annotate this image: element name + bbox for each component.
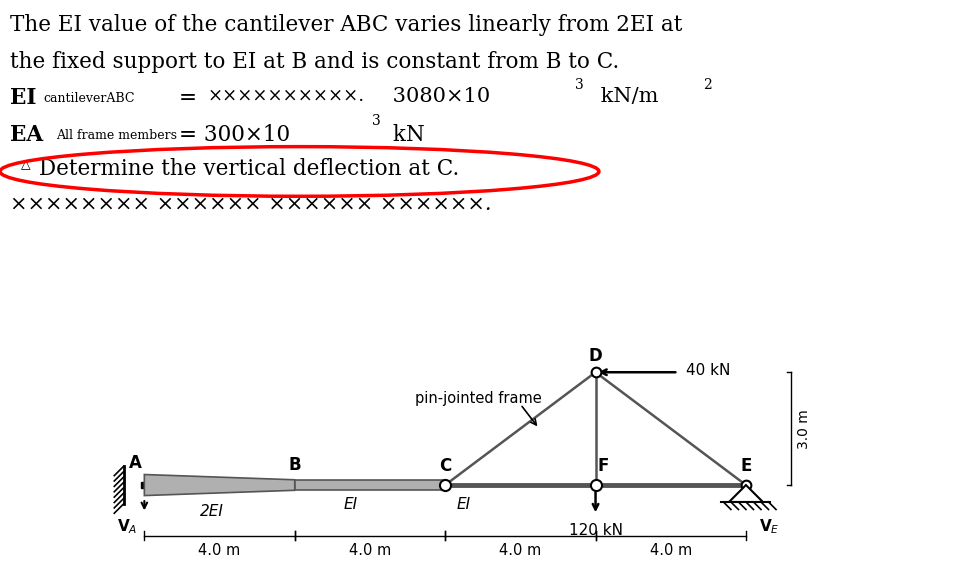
Text: kN: kN xyxy=(386,124,425,146)
Text: 3: 3 xyxy=(575,78,583,92)
Text: 4.0 m: 4.0 m xyxy=(499,543,542,558)
Text: V$_E$: V$_E$ xyxy=(759,517,780,536)
Text: 4.0 m: 4.0 m xyxy=(649,543,692,558)
Text: 2EI: 2EI xyxy=(200,504,224,519)
Text: A: A xyxy=(128,454,141,472)
Text: pin-jointed frame: pin-jointed frame xyxy=(415,391,542,406)
Text: 4.0 m: 4.0 m xyxy=(349,543,391,558)
Text: 3.0 m: 3.0 m xyxy=(797,409,810,448)
Text: B: B xyxy=(289,456,301,474)
Text: ××××××××××.: ××××××××××. xyxy=(208,87,365,105)
Text: 2: 2 xyxy=(703,78,712,92)
Text: 40 kN: 40 kN xyxy=(686,363,730,378)
Polygon shape xyxy=(144,474,295,496)
Text: V$_A$: V$_A$ xyxy=(117,517,138,536)
Text: 3080×10: 3080×10 xyxy=(386,87,491,107)
Text: △: △ xyxy=(21,158,31,171)
Text: 120 kN: 120 kN xyxy=(569,523,622,537)
Text: C: C xyxy=(439,456,451,474)
Polygon shape xyxy=(729,485,763,502)
Text: = 300×10: = 300×10 xyxy=(179,124,290,146)
Text: ×××××××× ×××××× ×××××× ××××××.: ×××××××× ×××××× ×××××× ××××××. xyxy=(10,195,491,214)
Text: EA: EA xyxy=(10,124,43,146)
Text: cantileverABC: cantileverABC xyxy=(43,92,135,105)
Text: All frame members: All frame members xyxy=(56,129,177,142)
Text: Determine the vertical deflection at C.: Determine the vertical deflection at C. xyxy=(39,158,459,180)
Text: The EI value of the cantilever ABC varies linearly from 2EI at: The EI value of the cantilever ABC varie… xyxy=(10,14,682,36)
Text: EI: EI xyxy=(344,497,358,512)
Text: F: F xyxy=(597,456,609,474)
Text: EI: EI xyxy=(457,497,471,512)
Polygon shape xyxy=(295,480,445,490)
Text: D: D xyxy=(588,347,603,365)
Text: EI: EI xyxy=(10,87,36,109)
Text: E: E xyxy=(740,456,752,474)
Text: =: = xyxy=(179,87,204,109)
Text: kN/m: kN/m xyxy=(594,87,659,107)
Text: 4.0 m: 4.0 m xyxy=(198,543,241,558)
Text: the fixed support to EI at B and is constant from B to C.: the fixed support to EI at B and is cons… xyxy=(10,51,619,73)
Text: 3: 3 xyxy=(372,114,381,128)
